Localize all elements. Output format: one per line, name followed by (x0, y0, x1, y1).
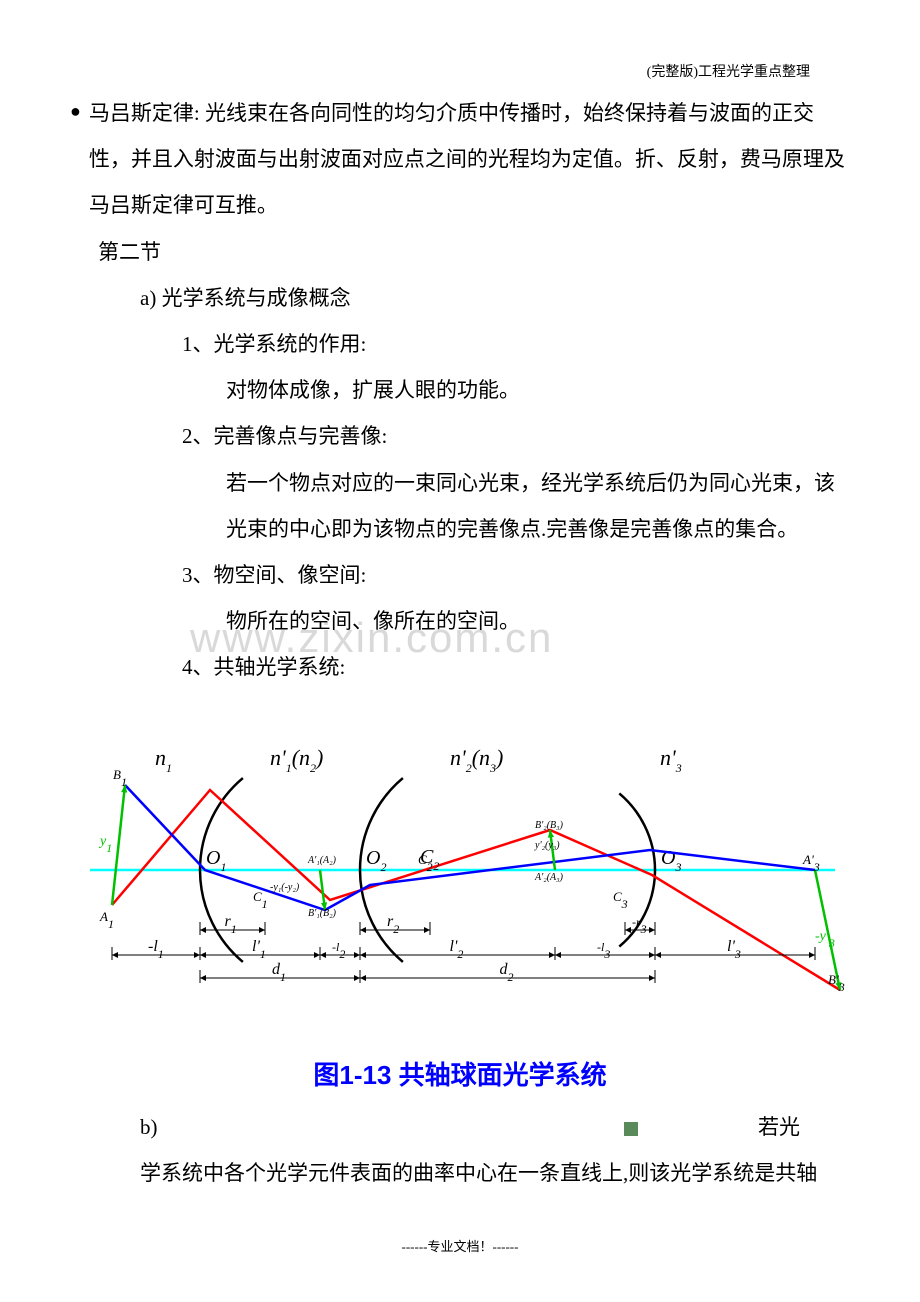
item-b-cont: 学系统中各个光学元件表面的曲率中心在一条直线上,则该光学系统是共轴 (140, 1150, 850, 1196)
svg-text:d2: d2 (500, 961, 514, 984)
svg-text:C3: C3 (613, 889, 628, 911)
svg-text:-y₁(-y₂): -y₁(-y₂) (270, 882, 300, 893)
item-b-line: b) 若光 (70, 1104, 850, 1150)
content: ● 马吕斯定律: 光线束在各向同性的均匀介质中传播时，始终保持着与波面的正交性，… (70, 90, 850, 1196)
svg-text:d1: d1 (272, 961, 286, 984)
svg-text:B'₁(B₂): B'₁(B₂) (308, 908, 337, 919)
svg-text:-l2: -l2 (332, 940, 345, 961)
svg-text:B'3: B'3 (828, 972, 845, 994)
bullet-text: 光线束在各向同性的均匀介质中传播时，始终保持着与波面的正交性，并且入射波面与出射… (89, 101, 845, 217)
svg-text:n'3: n'3 (660, 745, 682, 775)
svg-text:r1: r1 (225, 913, 237, 936)
p3-body: 物所在的空间、像所在的空间。 (226, 598, 850, 644)
small-square-icon (624, 1122, 638, 1136)
svg-text:y1: y1 (98, 834, 112, 855)
svg-text:A1: A1 (99, 909, 114, 931)
item-a: a) 光学系统与成像概念 (140, 275, 850, 321)
p2-title: 2、完善像点与完善像: (182, 413, 850, 459)
svg-text:n'1(n2): n'1(n2) (270, 745, 323, 775)
svg-text:n'2(n3): n'2(n3) (450, 745, 503, 775)
p1-title: 1、光学系统的作用: (182, 321, 850, 367)
section-heading: 第二节 (98, 229, 850, 275)
bullet-item: ● 马吕斯定律: 光线束在各向同性的均匀介质中传播时，始终保持着与波面的正交性，… (70, 90, 850, 229)
svg-text:A'₂(A₃): A'₂(A₃) (534, 872, 564, 883)
svg-text:l'3: l'3 (727, 938, 741, 961)
svg-text:l'1: l'1 (252, 938, 266, 961)
svg-text:r2: r2 (387, 913, 399, 936)
svg-text:-y'3: -y'3 (815, 929, 835, 950)
svg-text:y'₂(y₃): y'₂(y₃) (534, 840, 560, 851)
p1-body: 对物体成像，扩展人眼的功能。 (226, 367, 850, 413)
svg-text:B1: B1 (113, 767, 127, 789)
svg-text:n1: n1 (155, 745, 172, 775)
footer: ------专业文档！------ (0, 1233, 920, 1262)
svg-text:l'2: l'2 (450, 938, 464, 961)
item-b-tail: 若光 (624, 1104, 800, 1150)
item-b-label: b) (140, 1104, 158, 1150)
svg-text:B'₂(B₃): B'₂(B₃) (535, 820, 564, 831)
bullet-icon: ● (70, 90, 81, 133)
svg-text:C1: C1 (253, 889, 268, 911)
bullet-body: 马吕斯定律: 光线束在各向同性的均匀介质中传播时，始终保持着与波面的正交性，并且… (89, 90, 850, 229)
svg-text:-l1: -l1 (148, 938, 164, 961)
bullet-title: 马吕斯定律: (89, 101, 200, 125)
svg-text:A'₁(A₂): A'₁(A₂) (307, 855, 337, 866)
header-note: (完整版)工程光学重点整理 (647, 58, 810, 89)
svg-text:-l3: -l3 (597, 940, 610, 961)
optics-diagram: O1O2O3n1n'1(n2)n'2(n3)n'3y1-y'3A1B1C1C2C… (70, 730, 850, 1010)
figure-caption: 图1-13 共轴球面光学系统 (70, 1047, 850, 1104)
p2-body: 若一个物点对应的一束同心光束，经光学系统后仍为同心光束，该光束的中心即为该物点的… (226, 460, 850, 552)
